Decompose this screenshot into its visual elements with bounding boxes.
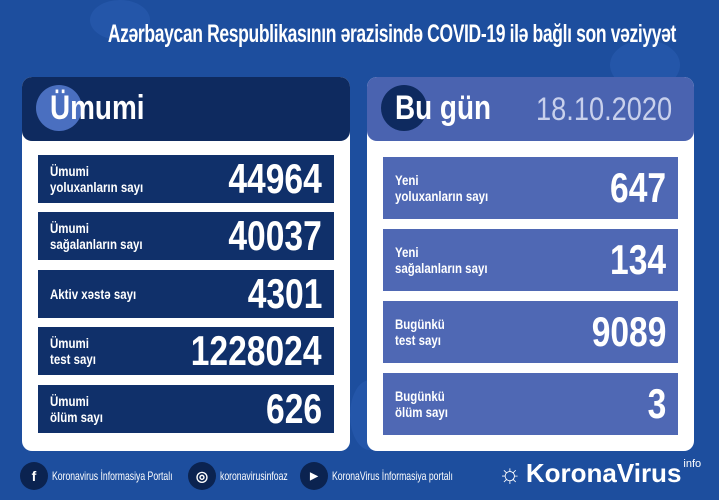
instagram-icon: ◎ (188, 462, 216, 490)
stat-label: Ümumi (50, 163, 89, 179)
stat-label: Bugünkü (395, 316, 445, 332)
date: 18.10.2020 (535, 91, 672, 127)
today-heading: Bu gün (395, 89, 492, 127)
total-heading: Ümumi (50, 89, 145, 127)
total-header: Ümumi (22, 77, 350, 141)
virus-icon (36, 85, 82, 131)
stat-label: Ümumi (50, 220, 89, 236)
virus-sun-icon: ☼ (498, 458, 522, 488)
total-panel: Ümumi Ümumi yoluxanların sayı 44964 Ümumi s… (22, 77, 350, 451)
stat-value: 40037 (228, 212, 322, 259)
koronavirus-logo: ☼ KoronaVirus info (498, 458, 701, 489)
stat-label: Yeni (395, 244, 419, 260)
stat-row: Yeni yoluxanların sayı 647 (383, 157, 678, 219)
stat-value: 9089 (591, 308, 666, 355)
logo-text: KoronaVirus (525, 458, 682, 488)
stat-row: Yeni sağalanların sayı 134 (383, 229, 678, 291)
stat-label: Ümumi (50, 335, 89, 351)
stat-value: 134 (609, 236, 666, 283)
logo-sup: info (683, 458, 702, 470)
stat-value: 44964 (228, 155, 322, 202)
stat-row: Ümumi ölüm sayı 626 (38, 385, 334, 433)
stat-row: Bugünkü test sayı 9089 (383, 301, 678, 363)
stat-label: Bugünkü (395, 388, 445, 404)
stat-label: Aktiv xəstə sayı (50, 286, 137, 302)
stat-value: 647 (609, 164, 666, 211)
stat-value: 4301 (247, 270, 322, 317)
stat-value: 3 (647, 380, 666, 427)
today-header: Bu gün 18.10.2020 (367, 77, 694, 141)
virus-decoration (90, 0, 150, 40)
youtube-label: KoronaVirus İnformasiya portalı (332, 469, 453, 483)
today-panel: Bu gün 18.10.2020 Yeni yoluxanların sayı 6… (367, 77, 694, 451)
stat-row: Ümumi yoluxanların sayı 44964 (38, 155, 334, 203)
stat-value: 1228024 (191, 327, 322, 374)
stat-label: Ümumi (50, 393, 89, 409)
virus-icon (381, 85, 427, 131)
stat-label: ölüm sayı (50, 409, 103, 425)
facebook-label: Koronavirus İnformasiya Portalı (52, 469, 173, 483)
stat-label: sağalanların sayı (395, 260, 488, 276)
stat-row: Aktiv xəstə sayı 4301 (38, 270, 334, 318)
instagram-link[interactable]: ◎ koronavirusinfoaz (188, 460, 314, 492)
page-title: Azərbaycan Respublikasının ərazisində CO… (107, 20, 676, 48)
facebook-link[interactable]: f Koronavirus İnformasiya Portalı (20, 460, 219, 492)
stat-row: Ümumi test sayı 1228024 (38, 327, 334, 375)
stat-label: sağalanların sayı (50, 236, 143, 252)
stat-row: Bugünkü ölüm sayı 3 (383, 373, 678, 435)
stat-value: 626 (265, 385, 322, 432)
stat-label: ölüm sayı (395, 404, 448, 420)
instagram-label: koronavirusinfoaz (220, 469, 288, 483)
facebook-icon: f (20, 462, 48, 490)
stat-label: test sayı (395, 332, 441, 348)
stat-label: yoluxanların sayı (395, 188, 489, 204)
youtube-link[interactable]: ▶ KoronaVirus İnformasiya portalı (300, 460, 500, 492)
stat-label: Yeni (395, 172, 419, 188)
youtube-icon: ▶ (300, 462, 328, 490)
stat-label: yoluxanların sayı (50, 179, 144, 195)
stat-row: Ümumi sağalanların sayı 40037 (38, 212, 334, 260)
stat-label: test sayı (50, 351, 96, 367)
